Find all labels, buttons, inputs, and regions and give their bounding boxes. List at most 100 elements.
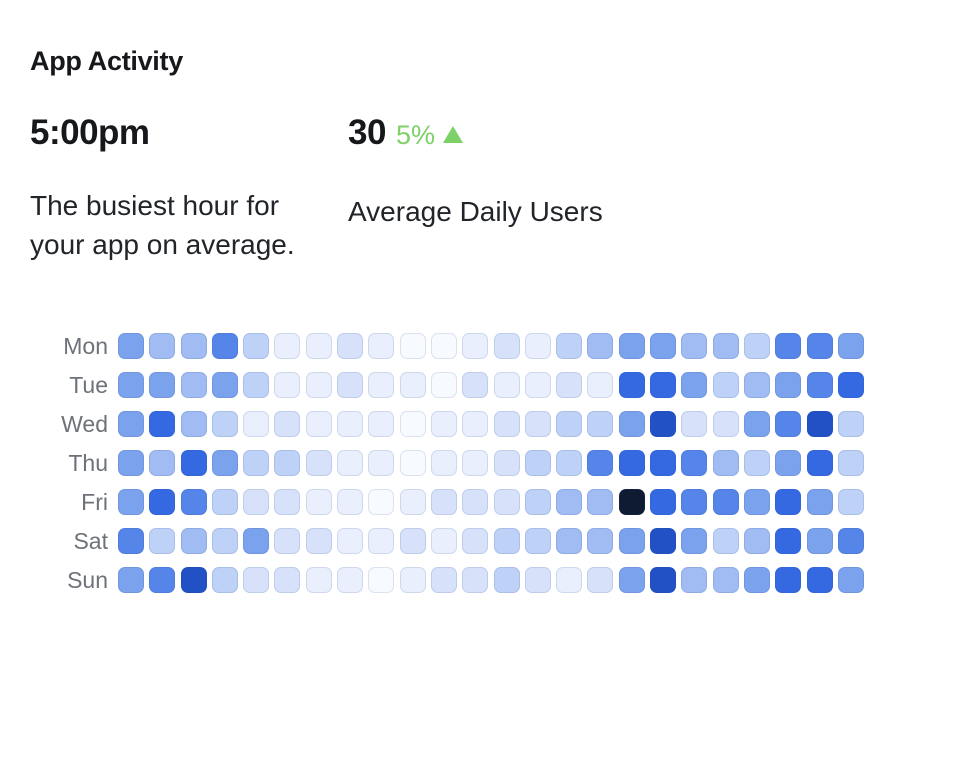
heatmap-cell[interactable] <box>806 411 833 437</box>
heatmap-cell[interactable] <box>681 489 708 515</box>
heatmap-cell[interactable] <box>587 489 614 515</box>
heatmap-cell[interactable] <box>368 528 395 554</box>
heatmap-cell[interactable] <box>180 489 207 515</box>
heatmap-cell[interactable] <box>243 567 270 593</box>
heatmap-cell[interactable] <box>180 372 207 398</box>
heatmap-cell[interactable] <box>775 567 802 593</box>
heatmap-cell[interactable] <box>743 372 770 398</box>
heatmap-cell[interactable] <box>837 528 864 554</box>
heatmap-cell[interactable] <box>806 333 833 359</box>
heatmap-cell[interactable] <box>399 567 426 593</box>
heatmap-cell[interactable] <box>650 528 677 554</box>
heatmap-cell[interactable] <box>556 528 583 554</box>
heatmap-cell[interactable] <box>274 489 301 515</box>
heatmap-cell[interactable] <box>556 489 583 515</box>
heatmap-cell[interactable] <box>337 372 364 398</box>
heatmap-cell[interactable] <box>493 450 520 476</box>
heatmap-cell[interactable] <box>149 372 176 398</box>
heatmap-cell[interactable] <box>368 489 395 515</box>
heatmap-cell[interactable] <box>118 372 144 398</box>
heatmap-cell[interactable] <box>556 333 583 359</box>
heatmap-cell[interactable] <box>743 528 770 554</box>
heatmap-cell[interactable] <box>650 333 677 359</box>
heatmap-cell[interactable] <box>274 372 301 398</box>
heatmap-cell[interactable] <box>775 450 802 476</box>
heatmap-cell[interactable] <box>430 450 457 476</box>
heatmap-cell[interactable] <box>462 450 489 476</box>
heatmap-cell[interactable] <box>806 528 833 554</box>
heatmap-cell[interactable] <box>493 489 520 515</box>
heatmap-cell[interactable] <box>681 450 708 476</box>
heatmap-cell[interactable] <box>462 411 489 437</box>
heatmap-cell[interactable] <box>712 372 739 398</box>
heatmap-cell[interactable] <box>243 489 270 515</box>
heatmap-cell[interactable] <box>211 372 238 398</box>
heatmap-cell[interactable] <box>775 411 802 437</box>
heatmap-cell[interactable] <box>243 411 270 437</box>
heatmap-cell[interactable] <box>556 372 583 398</box>
heatmap-cell[interactable] <box>337 450 364 476</box>
heatmap-cell[interactable] <box>180 450 207 476</box>
heatmap-cell[interactable] <box>681 567 708 593</box>
heatmap-cell[interactable] <box>650 489 677 515</box>
heatmap-cell[interactable] <box>462 333 489 359</box>
heatmap-cell[interactable] <box>462 528 489 554</box>
heatmap-cell[interactable] <box>524 372 551 398</box>
heatmap-cell[interactable] <box>337 411 364 437</box>
heatmap-cell[interactable] <box>243 528 270 554</box>
heatmap-cell[interactable] <box>462 567 489 593</box>
heatmap-cell[interactable] <box>430 333 457 359</box>
heatmap-cell[interactable] <box>462 372 489 398</box>
heatmap-cell[interactable] <box>837 411 864 437</box>
heatmap-cell[interactable] <box>837 372 864 398</box>
heatmap-cell[interactable] <box>180 567 207 593</box>
heatmap-cell[interactable] <box>399 528 426 554</box>
heatmap-cell[interactable] <box>211 333 238 359</box>
heatmap-cell[interactable] <box>337 333 364 359</box>
heatmap-cell[interactable] <box>712 411 739 437</box>
heatmap-cell[interactable] <box>681 528 708 554</box>
heatmap-cell[interactable] <box>806 489 833 515</box>
heatmap-cell[interactable] <box>837 489 864 515</box>
heatmap-cell[interactable] <box>211 450 238 476</box>
heatmap-cell[interactable] <box>587 372 614 398</box>
heatmap-cell[interactable] <box>743 489 770 515</box>
heatmap-cell[interactable] <box>305 567 332 593</box>
heatmap-cell[interactable] <box>712 333 739 359</box>
heatmap-cell[interactable] <box>305 372 332 398</box>
heatmap-cell[interactable] <box>556 567 583 593</box>
heatmap-cell[interactable] <box>587 567 614 593</box>
heatmap-cell[interactable] <box>118 333 144 359</box>
heatmap-cell[interactable] <box>806 372 833 398</box>
heatmap-cell[interactable] <box>775 333 802 359</box>
heatmap-cell[interactable] <box>618 333 645 359</box>
heatmap-cell[interactable] <box>743 333 770 359</box>
heatmap-cell[interactable] <box>775 489 802 515</box>
heatmap-cell[interactable] <box>524 450 551 476</box>
heatmap-cell[interactable] <box>430 372 457 398</box>
heatmap-cell[interactable] <box>587 333 614 359</box>
heatmap-cell[interactable] <box>493 528 520 554</box>
heatmap-cell[interactable] <box>650 450 677 476</box>
heatmap-cell[interactable] <box>712 567 739 593</box>
heatmap-cell[interactable] <box>837 567 864 593</box>
heatmap-cell[interactable] <box>743 411 770 437</box>
heatmap-cell[interactable] <box>587 411 614 437</box>
heatmap-cell[interactable] <box>368 567 395 593</box>
heatmap-cell[interactable] <box>524 489 551 515</box>
heatmap-cell[interactable] <box>337 528 364 554</box>
heatmap-cell[interactable] <box>243 450 270 476</box>
heatmap-cell[interactable] <box>430 567 457 593</box>
heatmap-cell[interactable] <box>681 333 708 359</box>
heatmap-cell[interactable] <box>618 372 645 398</box>
heatmap-cell[interactable] <box>305 450 332 476</box>
heatmap-cell[interactable] <box>368 411 395 437</box>
heatmap-cell[interactable] <box>211 411 238 437</box>
heatmap-cell[interactable] <box>337 489 364 515</box>
heatmap-cell[interactable] <box>712 450 739 476</box>
heatmap-cell[interactable] <box>368 333 395 359</box>
heatmap-cell[interactable] <box>274 528 301 554</box>
heatmap-cell[interactable] <box>149 489 176 515</box>
heatmap-cell[interactable] <box>806 450 833 476</box>
heatmap-cell[interactable] <box>618 450 645 476</box>
